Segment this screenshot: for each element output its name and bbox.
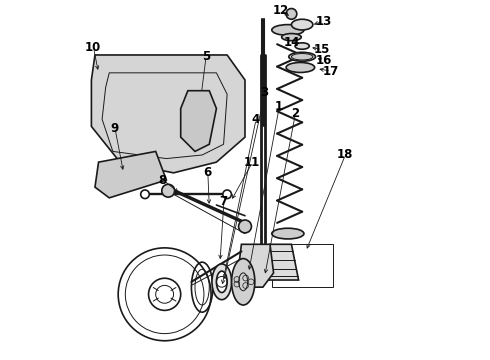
Ellipse shape xyxy=(272,228,304,239)
Text: 16: 16 xyxy=(316,54,332,67)
Polygon shape xyxy=(95,152,167,198)
Polygon shape xyxy=(181,91,217,152)
Text: 17: 17 xyxy=(322,64,339,77)
Ellipse shape xyxy=(289,52,316,61)
Ellipse shape xyxy=(212,264,232,300)
Text: 3: 3 xyxy=(261,86,269,99)
Text: 18: 18 xyxy=(337,148,353,162)
Text: 12: 12 xyxy=(272,4,289,17)
Text: 7: 7 xyxy=(220,195,228,208)
Ellipse shape xyxy=(286,63,315,72)
Text: 15: 15 xyxy=(314,43,330,56)
Ellipse shape xyxy=(295,43,309,49)
Text: 11: 11 xyxy=(244,156,260,168)
Circle shape xyxy=(141,190,149,199)
Circle shape xyxy=(223,190,231,199)
Text: 10: 10 xyxy=(85,41,101,54)
Text: 1: 1 xyxy=(275,100,283,113)
Ellipse shape xyxy=(272,24,304,35)
Ellipse shape xyxy=(282,33,301,41)
Polygon shape xyxy=(263,244,298,280)
Polygon shape xyxy=(238,244,273,287)
Circle shape xyxy=(286,9,297,19)
Bar xyxy=(272,244,333,287)
Text: 4: 4 xyxy=(251,113,260,126)
Circle shape xyxy=(239,220,251,233)
Ellipse shape xyxy=(217,271,227,293)
Ellipse shape xyxy=(292,19,313,30)
Text: 9: 9 xyxy=(110,122,119,135)
Circle shape xyxy=(162,184,174,197)
Ellipse shape xyxy=(232,258,255,305)
Polygon shape xyxy=(92,55,245,173)
Text: 5: 5 xyxy=(201,50,210,63)
Text: 6: 6 xyxy=(203,166,212,179)
Text: 2: 2 xyxy=(291,107,299,120)
Text: 8: 8 xyxy=(159,174,167,186)
Text: 14: 14 xyxy=(283,36,299,49)
Text: 13: 13 xyxy=(316,14,332,27)
